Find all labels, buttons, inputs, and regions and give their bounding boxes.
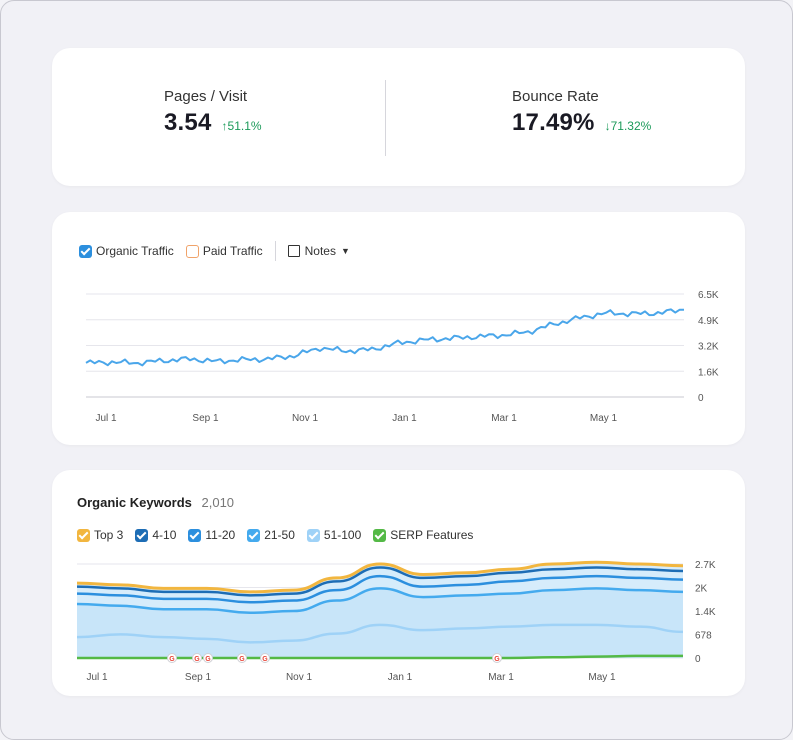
y-tick-label: 3.2K [698, 342, 719, 353]
x-tick-label: Jul 1 [86, 672, 108, 683]
google-update-icon [203, 653, 213, 663]
organic-traffic-line [85, 308, 685, 367]
checkbox-icon[interactable] [373, 528, 387, 542]
legend-label: 11-20 [205, 528, 236, 542]
metrics-card: Pages / Visit 3.54 ↑51.1% Bounce Rate 17… [52, 48, 745, 186]
note-icon [287, 245, 300, 257]
legend-separator [274, 241, 276, 261]
checkbox-icon[interactable] [77, 528, 90, 542]
series-line-21-50 [76, 587, 684, 614]
x-tick-label: Mar 1 [488, 672, 514, 683]
y-tick-label: 678 [695, 631, 712, 642]
keyword-legend-item[interactable]: 51-100 [306, 528, 362, 542]
y-tick-label: 0 [698, 393, 704, 404]
metric-delta: ↓71.32% [604, 119, 652, 133]
google-letter: G [262, 656, 268, 663]
metric-value: 3.54 [164, 109, 212, 136]
series-line-serp-features [77, 654, 683, 660]
checkbox-icon[interactable] [247, 528, 261, 542]
x-tick-label: Mar 1 [491, 413, 517, 424]
y-tick-label: 6.5K [698, 290, 719, 301]
keywords-card: Organic Keywords 2,010 Top 3 4-10 11-20 21-… [52, 470, 745, 696]
keywords-title-row: Organic Keywords 2,010 [77, 495, 234, 510]
traffic-legend: Organic Traffic Paid Traffic Notes ▼ [79, 241, 350, 261]
metric-label: Pages / Visit [164, 88, 248, 105]
checkbox-icon[interactable] [306, 528, 320, 542]
metric-divider [385, 80, 386, 156]
series-line-51-100 [76, 623, 684, 644]
organic-traffic-chart[interactable]: 6.5K 4.9K 3.2K 1.6K 0 Jul 1 Sep 1 Nov 1 Jan 1 Mar… [52, 212, 745, 445]
y-tick-label: 2.7K [695, 560, 716, 571]
x-tick-label: Nov 1 [286, 672, 313, 683]
keyword-legend-item[interactable]: SERP Features [373, 528, 473, 542]
metric-label: Bounce Rate [512, 88, 599, 105]
x-tick-label: Sep 1 [185, 672, 212, 683]
legend-label: 51-100 [323, 528, 362, 542]
keyword-legend-item[interactable]: 21-50 [247, 528, 295, 542]
legend-label: Paid Traffic [202, 244, 263, 258]
x-tick-label: Jan 1 [392, 413, 417, 424]
google-update-icon [192, 653, 202, 663]
google-update-icon [492, 653, 502, 663]
y-tick-label: 0 [695, 654, 701, 665]
metric-value: 17.49% [512, 109, 595, 136]
google-letter: G [169, 656, 175, 663]
checkbox-icon[interactable] [135, 528, 149, 542]
x-tick-label: Jan 1 [388, 672, 413, 683]
keyword-legend-item[interactable]: Top 3 [77, 528, 123, 542]
metric-delta: ↑51.1% [221, 119, 262, 133]
checkbox-icon[interactable] [188, 528, 202, 542]
bounce-rate-metric: Bounce Rate 17.49% ↓71.32% [512, 88, 651, 137]
series-line-4-10 [76, 566, 684, 597]
y-tick-label: 1.6K [698, 367, 719, 378]
y-tick-label: 1.4K [695, 607, 716, 618]
x-tick-label: Jul 1 [95, 413, 117, 424]
organic-traffic-toggle[interactable]: Organic Traffic [79, 244, 174, 258]
x-tick-label: Sep 1 [192, 413, 219, 424]
google-update-icon [237, 653, 247, 663]
chevron-down-icon: ▼ [340, 246, 350, 256]
checkbox-icon[interactable] [79, 244, 92, 258]
y-tick-label: 4.9K [698, 316, 719, 327]
legend-label: 21-50 [264, 528, 295, 542]
x-tick-label: May 1 [588, 672, 616, 683]
legend-label: Top 3 [94, 528, 124, 542]
keywords-count: 2,010 [201, 495, 235, 510]
series-line-top-3 [76, 560, 684, 594]
checkbox-icon[interactable] [185, 244, 199, 258]
google-letter: G [239, 656, 245, 663]
google-update-icon [167, 653, 177, 663]
legend-label: 4-10 [152, 528, 177, 542]
google-letter: G [494, 656, 500, 663]
paid-traffic-toggle[interactable]: Paid Traffic [185, 244, 263, 258]
x-tick-label: Nov 1 [292, 413, 319, 424]
notes-dropdown[interactable]: Notes ▼ [287, 244, 350, 258]
notes-label: Notes [304, 244, 336, 258]
legend-label: Organic Traffic [96, 244, 174, 258]
google-update-icon [260, 653, 270, 663]
keywords-title: Organic Keywords [77, 495, 192, 510]
keywords-legend: Top 3 4-10 11-20 21-50 51-100 SERP Features [77, 528, 485, 542]
series-line-11-20 [76, 574, 684, 604]
legend-label: SERP Features [390, 528, 474, 542]
y-tick-label: 2K [695, 584, 708, 595]
pages-per-visit-metric: Pages / Visit 3.54 ↑51.1% [164, 88, 262, 137]
keyword-legend-item[interactable]: 11-20 [188, 528, 235, 542]
x-tick-label: May 1 [590, 413, 618, 424]
traffic-card: Organic Traffic Paid Traffic Notes ▼ 6.5… [52, 212, 745, 445]
keyword-legend-item[interactable]: 4-10 [135, 528, 176, 542]
google-letter: G [194, 656, 200, 663]
organic-keywords-chart[interactable]: 2.7K 2K 1.4K 678 0 Jul 1 Sep 1 Nov 1 Jan 1 Mar 1 M… [52, 470, 745, 696]
google-letter: G [205, 656, 211, 663]
